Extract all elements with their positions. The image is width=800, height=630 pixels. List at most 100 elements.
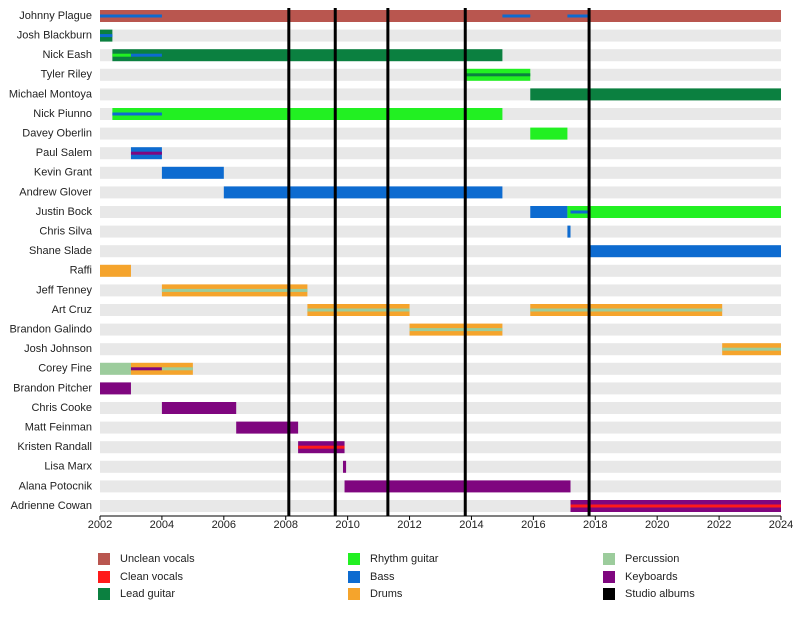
member-label: Chris Silva: [39, 226, 92, 238]
row-band: [100, 225, 781, 238]
member-label: Justin Bock: [36, 206, 93, 218]
tenure-bar: [112, 49, 503, 62]
tenure-bar: [530, 127, 568, 140]
role-stripe: [502, 14, 531, 18]
legend-label: Drums: [370, 588, 403, 600]
x-tick-label: 2014: [459, 519, 483, 531]
member-label: Lisa Marx: [44, 461, 92, 473]
member-label: Raffi: [70, 265, 92, 277]
x-tick-label: 2024: [769, 519, 793, 531]
x-tick-label: 2016: [521, 519, 545, 531]
tenure-bar: [344, 480, 571, 493]
role-stripe: [570, 504, 781, 508]
row-band: [100, 264, 781, 277]
tenure-bar: [161, 402, 237, 414]
tenure-bar: [530, 88, 781, 101]
legend-swatch: [98, 571, 110, 583]
row-band: [100, 441, 781, 454]
row-band: [100, 421, 781, 434]
member-label: Nick Piunno: [33, 108, 92, 120]
row-band: [100, 166, 781, 179]
x-tick-label: 2018: [583, 519, 607, 531]
row-band: [100, 382, 781, 395]
legend-label: Studio albums: [625, 588, 695, 600]
tenure-bar: [161, 166, 224, 179]
legend-swatch: [348, 571, 360, 583]
role-stripe: [570, 210, 590, 214]
legend-swatch: [603, 571, 615, 583]
role-stripe: [530, 308, 723, 312]
member-label: Michael Montoya: [9, 88, 93, 100]
member-label: Brandon Pitcher: [13, 382, 92, 394]
tenure-bar: [530, 206, 568, 218]
legend-swatch: [348, 588, 360, 600]
role-stripe: [100, 34, 113, 38]
member-label: Jeff Tenney: [36, 284, 92, 296]
legend-label: Keyboards: [625, 571, 678, 583]
x-tick-label: 2006: [212, 519, 236, 531]
legend-label: Rhythm guitar: [370, 553, 439, 565]
member-label: Josh Blackburn: [17, 30, 92, 42]
member-label: Tyler Riley: [41, 69, 93, 81]
x-tick-label: 2022: [707, 519, 731, 531]
member-label: Andrew Glover: [19, 186, 92, 198]
row-band: [100, 68, 781, 81]
role-stripe: [130, 151, 162, 155]
row-band: [100, 29, 781, 42]
x-tick-label: 2010: [335, 519, 359, 531]
tenure-bar: [100, 382, 131, 395]
member-label: Johnny Plague: [19, 10, 92, 22]
tenure-bar: [342, 460, 347, 473]
member-label: Corey Fine: [38, 363, 92, 375]
member-label: Kristen Randall: [17, 441, 92, 453]
member-label: Kevin Grant: [34, 167, 92, 179]
x-tick-label: 2020: [645, 519, 669, 531]
legend-label: Percussion: [625, 553, 679, 565]
legend-swatch: [98, 588, 110, 600]
tenure-bar: [223, 186, 503, 199]
role-stripe: [465, 73, 531, 77]
member-label: Brandon Galindo: [9, 324, 92, 336]
legend-swatch: [603, 588, 615, 600]
member-label: Art Cruz: [52, 304, 92, 316]
row-band: [100, 402, 781, 414]
legend-swatch: [603, 553, 615, 565]
member-label: Alana Potocnik: [19, 480, 93, 492]
member-label: Chris Cooke: [31, 402, 92, 414]
row-band: [100, 460, 781, 473]
role-stripe: [130, 367, 162, 371]
member-label: Nick Eash: [42, 49, 92, 61]
member-label: Paul Salem: [36, 147, 92, 159]
legend-label: Unclean vocals: [120, 553, 195, 565]
row-band: [100, 127, 781, 140]
role-stripe: [409, 328, 503, 332]
x-tick-label: 2002: [88, 519, 112, 531]
tenure-bar: [100, 362, 131, 375]
row-band: [100, 147, 781, 160]
role-stripe: [722, 347, 781, 351]
role-stripe: [100, 14, 162, 18]
member-label: Adrienne Cowan: [11, 500, 92, 512]
tenure-bar: [567, 225, 571, 238]
role-stripe: [130, 53, 162, 57]
role-stripe: [112, 53, 131, 57]
role-stripe: [161, 288, 308, 292]
legend-swatch: [98, 553, 110, 565]
legend-label: Clean vocals: [120, 571, 183, 583]
tenure-bar: [236, 421, 299, 434]
row-band: [100, 343, 781, 356]
tenure-bar: [100, 10, 781, 22]
member-label: Davey Oberlin: [22, 128, 92, 140]
legend-label: Bass: [370, 571, 395, 583]
legend-swatch: [348, 553, 360, 565]
tenure-bar: [589, 245, 781, 258]
role-stripe: [112, 112, 162, 116]
member-label: Shane Slade: [29, 245, 92, 257]
member-label: Josh Johnson: [24, 343, 92, 355]
role-stripe: [161, 367, 193, 371]
tenure-bar: [112, 108, 503, 120]
role-stripe: [567, 14, 590, 18]
tenure-bar: [567, 206, 781, 218]
x-tick-label: 2008: [273, 519, 297, 531]
